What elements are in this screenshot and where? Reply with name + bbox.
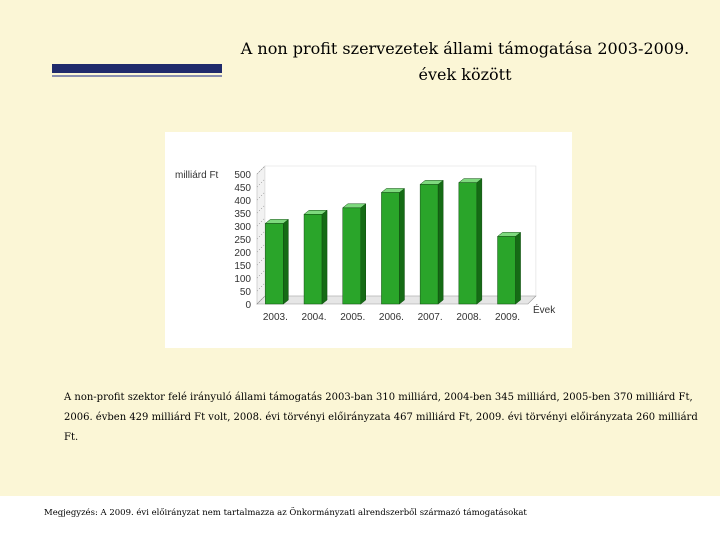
decorative-bar bbox=[52, 64, 222, 73]
bar-top bbox=[380, 188, 406, 193]
y-tick-label: 0 bbox=[245, 300, 251, 311]
bar-2005 bbox=[342, 207, 361, 305]
y-tick-mark bbox=[256, 165, 266, 175]
x-tick-label: 2007. bbox=[418, 312, 443, 323]
bar-top bbox=[496, 232, 522, 237]
y-tick-label: 250 bbox=[234, 235, 251, 246]
bar-side bbox=[437, 179, 444, 305]
bar-side bbox=[321, 209, 328, 305]
y-tick-mark bbox=[256, 178, 266, 188]
y-tick-mark bbox=[256, 256, 266, 266]
description-text: A non-profit szektor felé irányuló állam… bbox=[64, 392, 698, 443]
bar-2007 bbox=[419, 184, 439, 305]
bar-2008 bbox=[458, 182, 478, 305]
title-line-1: A non profit szervezetek állami támogatá… bbox=[240, 39, 690, 58]
y-tick-mark bbox=[256, 295, 266, 305]
y-tick-label: 500 bbox=[234, 170, 251, 181]
slide-title: A non profit szervezetek állami támogatá… bbox=[240, 36, 690, 88]
y-tick-label: 100 bbox=[234, 274, 251, 285]
y-tick-label: 200 bbox=[234, 248, 251, 259]
title-line-2: évek között bbox=[418, 65, 512, 84]
y-tick-mark bbox=[256, 204, 266, 214]
y-tick-mark bbox=[256, 269, 266, 279]
bar-top bbox=[264, 219, 290, 224]
footnote: Megjegyzés: A 2009. évi előirányzat nem … bbox=[44, 508, 527, 518]
x-axis-label: Évek bbox=[533, 303, 556, 316]
y-tick-label: 50 bbox=[240, 287, 252, 298]
x-tick-label: 2005. bbox=[340, 312, 365, 323]
bar-top bbox=[342, 203, 367, 209]
y-tick-label: 150 bbox=[234, 261, 251, 272]
bar-2003 bbox=[265, 223, 284, 305]
footer bbox=[0, 496, 720, 540]
y-tick-mark bbox=[256, 230, 266, 240]
y-tick-mark bbox=[256, 217, 266, 227]
x-tick-label: 2009. bbox=[495, 312, 520, 323]
y-tick-mark bbox=[256, 191, 266, 201]
bar-side bbox=[283, 218, 289, 305]
decorative-underline bbox=[52, 75, 222, 77]
bar-2009 bbox=[497, 236, 516, 305]
y-tick-mark bbox=[256, 243, 266, 253]
chart-area: 0 50 100 150 200 250 300 350 400 450 500 milliárd F… bbox=[165, 132, 572, 348]
x-tick-label: 2004. bbox=[302, 312, 327, 323]
bar-top bbox=[303, 210, 328, 215]
bar-2004 bbox=[303, 214, 323, 305]
bar-top bbox=[419, 180, 444, 185]
y-tick-mark bbox=[256, 282, 266, 292]
y-tick-label: 400 bbox=[234, 196, 251, 207]
x-tick-label: 2003. bbox=[263, 312, 288, 323]
bar-side bbox=[515, 231, 521, 305]
x-tick-label: 2008. bbox=[456, 312, 481, 323]
bar-side bbox=[399, 187, 405, 305]
y-tick-label: 350 bbox=[234, 209, 251, 220]
x-tick-label: 2006. bbox=[379, 312, 404, 323]
side-wall bbox=[256, 165, 266, 305]
y-tick-label: 450 bbox=[234, 183, 251, 194]
y-axis-label: milliárd Ft bbox=[175, 170, 219, 181]
bar-2006 bbox=[381, 192, 400, 305]
bar-side bbox=[476, 178, 483, 305]
bar-top bbox=[458, 178, 483, 183]
bar-side bbox=[360, 203, 366, 305]
bar-chart: 0 50 100 150 200 250 300 350 400 450 500 milliárd F… bbox=[175, 165, 556, 323]
y-tick-label: 300 bbox=[234, 222, 251, 233]
